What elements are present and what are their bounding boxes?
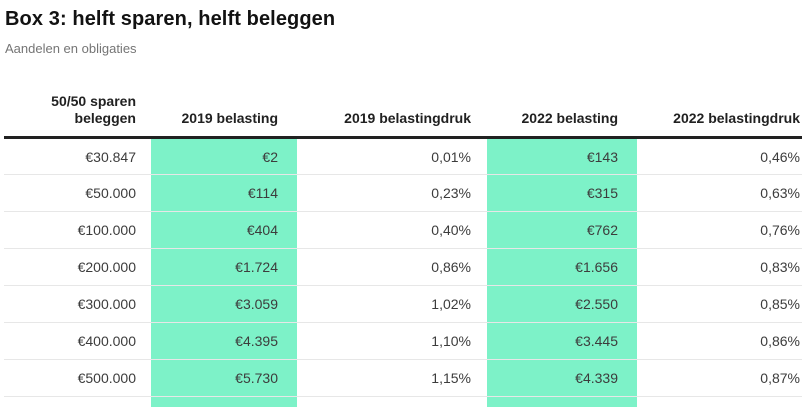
table-cell: €404 (151, 211, 297, 249)
table-row: €100.000 €404 0,40% €762 0,76% (4, 211, 802, 249)
table-row: €500.000 €5.730 1,15% €4.339 0,87% (4, 359, 802, 397)
table-row: €50.000 €114 0,23% €315 0,63% (4, 174, 802, 212)
table-cell-empty (4, 397, 151, 407)
table-cell: 0,85% (637, 285, 802, 323)
highlight-column-band (151, 396, 297, 407)
table-cell: €2 (151, 137, 297, 175)
table-cell: 0,46% (637, 137, 802, 175)
table-header-row: 50/50 sparen beleggen 2019 belasting 201… (4, 93, 802, 139)
table-cell: €4.339 (487, 359, 637, 397)
table-cell: 0,83% (637, 248, 802, 286)
table-cell: €300.000 (4, 285, 151, 323)
column-header-2019-belastingdruk: 2019 belastingdruk (297, 93, 487, 139)
table-cell: 0,76% (637, 211, 802, 249)
column-header-sparen-beleggen: 50/50 sparen beleggen (4, 93, 151, 139)
table-cell: 0,40% (297, 211, 487, 249)
table-row: €200.000 €1.724 0,86% €1.656 0,83% (4, 248, 802, 286)
table-row: €300.000 €3.059 1,02% €2.550 0,85% (4, 285, 802, 323)
table-cell: 0,86% (297, 248, 487, 286)
table-cell: 0,63% (637, 174, 802, 212)
table-cell: €100.000 (4, 211, 151, 249)
table-body: €30.847 €2 0,01% €143 0,46% €50.000 €114 0,23% €… (4, 137, 802, 407)
table-cell: €400.000 (4, 322, 151, 360)
table-cell: €1.656 (487, 248, 637, 286)
table-cell: 1,15% (297, 359, 487, 397)
page-subtitle: Aandelen en obligaties (5, 41, 137, 56)
table-cell: €50.000 (4, 174, 151, 212)
table-cell: 1,02% (297, 285, 487, 323)
table-cell: €1.724 (151, 248, 297, 286)
table-header: 50/50 sparen beleggen 2019 belasting 201… (4, 93, 802, 139)
table-cell: €3.445 (487, 322, 637, 360)
table-cell: 1,10% (297, 322, 487, 360)
highlight-column-band (487, 396, 637, 407)
column-header-2022-belasting: 2022 belasting (487, 93, 637, 139)
box3-table: 50/50 sparen beleggen 2019 belasting 201… (4, 93, 802, 407)
table-cell: €762 (487, 211, 637, 249)
table-cell: €315 (487, 174, 637, 212)
column-header-2022-belastingdruk: 2022 belastingdruk (637, 93, 802, 139)
table-cell: 0,01% (297, 137, 487, 175)
table-cell: €114 (151, 174, 297, 212)
table-cell-empty (297, 397, 487, 407)
table-cell: €3.059 (151, 285, 297, 323)
table-cell-empty (637, 397, 802, 407)
table-cell: 0,86% (637, 322, 802, 360)
table-row: €400.000 €4.395 1,10% €3.445 0,86% (4, 322, 802, 360)
table-cell: €143 (487, 137, 637, 175)
table-cell: €500.000 (4, 359, 151, 397)
table-cell: €2.550 (487, 285, 637, 323)
table-row: €30.847 €2 0,01% €143 0,46% (4, 137, 802, 175)
column-header-2019-belasting: 2019 belasting (151, 93, 297, 139)
table-cell: 0,87% (637, 359, 802, 397)
table-cell: €200.000 (4, 248, 151, 286)
highlight-column-stub-row (4, 396, 802, 407)
table-cell: €5.730 (151, 359, 297, 397)
table-cell: €4.395 (151, 322, 297, 360)
table-cell: €30.847 (4, 137, 151, 175)
page-title: Box 3: helft sparen, helft beleggen (5, 8, 336, 30)
table-cell: 0,23% (297, 174, 487, 212)
